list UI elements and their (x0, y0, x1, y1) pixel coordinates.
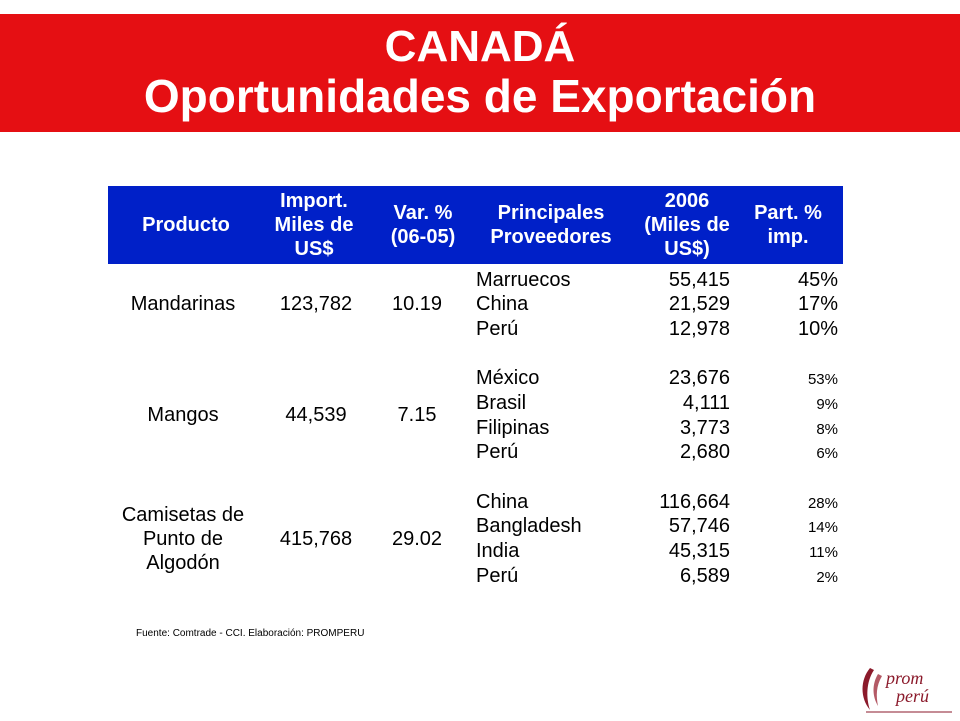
header-2006: 2006 (Miles de US$) (644, 190, 730, 260)
supplier-share: 2% (816, 569, 838, 586)
supplier-name: Perú (476, 318, 519, 340)
supplier-share: 17% (797, 293, 838, 315)
supplier-value: 57,746 (668, 515, 730, 537)
product-name: Mangos (147, 404, 219, 426)
import-value: 123,782 (279, 293, 353, 315)
supplier-value: 6,589 (679, 565, 730, 587)
supplier-name: China (476, 491, 529, 513)
var-value: 7.15 (397, 404, 437, 426)
supplier-name: Marruecos (476, 269, 571, 291)
promperu-logo-mark: prom perú (862, 668, 952, 713)
supplier-value: 23,676 (668, 367, 730, 389)
var-value: 10.19 (391, 293, 443, 315)
supplier-value: 2,680 (679, 441, 730, 463)
supplier-name: Brasil (476, 392, 527, 414)
promperu-logo: prom perú (856, 660, 956, 716)
header-part: Part. % imp. (754, 202, 822, 248)
supplier-share: 28% (807, 495, 838, 512)
supplier-share: 11% (809, 544, 838, 561)
supplier-share: 6% (816, 445, 838, 462)
supplier-name: Filipinas (476, 417, 550, 439)
supplier-value: 3,773 (679, 417, 730, 439)
supplier-name: Bangladesh (476, 515, 582, 537)
var-value: 29.02 (391, 528, 443, 550)
supplier-share: 14% (807, 519, 838, 536)
supplier-value: 45,315 (668, 540, 730, 562)
supplier-name: China (476, 293, 529, 315)
supplier-value: 12,978 (668, 318, 730, 340)
import-value: 44,539 (285, 404, 347, 426)
title-country: CANADÁ (384, 22, 576, 71)
header-producto: Producto (142, 214, 230, 236)
supplier-value: 4,111 (682, 392, 730, 414)
product-name: Mandarinas (130, 293, 236, 315)
supplier-share: 9% (816, 396, 838, 413)
supplier-name: México (476, 367, 540, 389)
header-proveedores: Principales Proveedores (490, 202, 612, 248)
supplier-name: Perú (476, 441, 519, 463)
logo-text-peru: perú (894, 686, 929, 706)
import-value: 415,768 (279, 528, 353, 550)
supplier-name: India (476, 540, 520, 562)
supplier-value: 55,415 (668, 269, 730, 291)
table-header: Producto Import. Miles de US$ Var. % (06… (108, 186, 843, 264)
title-banner: CANADÁ Oportunidades de Exportación (0, 14, 960, 132)
supplier-share: 45% (797, 269, 838, 291)
source-note: Fuente: Comtrade - CCI. Elaboración: PRO… (136, 628, 365, 639)
supplier-share: 53% (807, 371, 838, 388)
supplier-value: 21,529 (668, 293, 730, 315)
supplier-name: Perú (476, 565, 519, 587)
title-subtitle: Oportunidades de Exportación (143, 70, 817, 122)
supplier-share: 10% (797, 318, 838, 340)
header-import: Import. Miles de US$ (274, 190, 354, 260)
supplier-share: 8% (816, 421, 838, 438)
header-var: Var. % (06-05) (390, 202, 456, 248)
supplier-value: 116,664 (659, 491, 730, 513)
product-name: Camisetas de Punto de Algodón (121, 504, 245, 574)
logo-text-prom: prom (884, 668, 923, 688)
